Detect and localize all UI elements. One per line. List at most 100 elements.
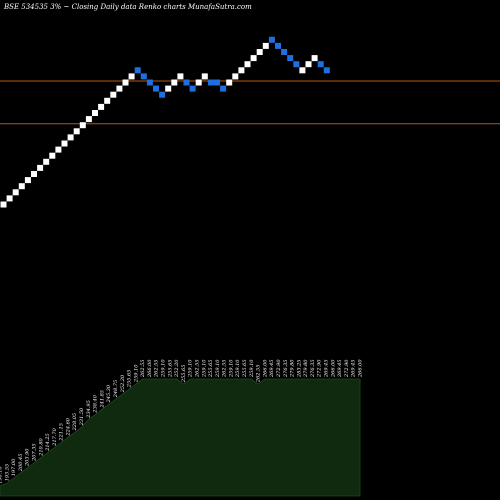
renko-brick-up — [92, 110, 98, 116]
renko-brick-up — [128, 73, 135, 80]
renko-brick-down — [220, 85, 227, 92]
renko-brick-down — [268, 36, 275, 43]
volume-label: 269.45 — [337, 360, 343, 379]
renko-brick-down — [153, 85, 159, 92]
volume-label: 221.15 — [59, 423, 65, 442]
renko-brick-down — [183, 79, 190, 86]
renko-brick-down — [317, 61, 324, 68]
volume-label: 259.10 — [133, 364, 139, 383]
renko-brick-down — [134, 67, 141, 74]
renko-brick-up — [61, 140, 68, 147]
volume-label: 228.05 — [72, 413, 78, 432]
renko-brick-up — [0, 201, 7, 208]
renko-brick-up — [110, 91, 117, 98]
renko-brick-up — [232, 73, 239, 80]
renko-brick-down — [287, 55, 294, 62]
renko-brick-down — [214, 79, 220, 86]
renko-brick-up — [67, 134, 74, 141]
renko-brick-up — [104, 97, 111, 104]
renko-brick-down — [323, 67, 330, 74]
volume-label: 259.10 — [235, 359, 241, 378]
volume-label: 252.20 — [120, 374, 126, 393]
volume-label: 272.90 — [344, 359, 350, 378]
renko-brick-up — [238, 67, 245, 74]
renko-brick-up — [256, 49, 263, 55]
volume-label: 217.70 — [52, 427, 58, 446]
volume-label: 262.55 — [140, 360, 146, 379]
volume-label: 262.55 — [154, 360, 160, 379]
renko-brick-up — [311, 55, 318, 62]
renko-brick-up — [250, 55, 257, 62]
volume-label: 241.85 — [99, 390, 105, 409]
renko-brick-down — [281, 49, 288, 55]
volume-label: 231.50 — [79, 407, 85, 426]
renko-brick-down — [159, 91, 166, 98]
renko-brick-up — [37, 164, 44, 171]
volume-label: 266.00 — [358, 359, 364, 378]
renko-brick-down — [189, 85, 196, 92]
volume-label: 276.35 — [310, 360, 316, 379]
renko-brick-up — [171, 79, 178, 86]
renko-bricks — [0, 36, 330, 208]
volume-label: 259.10 — [249, 359, 255, 378]
renko-brick-up — [31, 171, 37, 177]
volume-area-path — [0, 378, 361, 497]
renko-brick-down — [146, 79, 153, 86]
renko-brick-down — [293, 61, 300, 68]
volume-label: 272.90 — [317, 359, 323, 378]
volume-label: 279.80 — [303, 359, 309, 378]
renko-brick-up — [226, 79, 233, 86]
volume-label: 255.65 — [167, 360, 173, 379]
volume-label: 259.10 — [201, 359, 207, 378]
renko-brick-up — [98, 103, 105, 110]
volume-label: 283.25 — [296, 360, 302, 379]
volume-label: 255.65 — [242, 360, 248, 379]
volume-label: 259.10 — [215, 359, 221, 378]
volume-label: 193.55 — [4, 464, 10, 482]
renko-brick-down — [207, 79, 214, 86]
renko-brick-up — [79, 122, 86, 129]
volume-label: 238.40 — [93, 394, 99, 413]
renko-brick-up — [165, 85, 172, 92]
volume-label: 210.80 — [38, 437, 44, 456]
volume-label: 252.20 — [174, 359, 180, 378]
renko-brick-up — [6, 195, 13, 202]
volume-label: 245.30 — [106, 384, 112, 403]
renko-brick-up — [49, 152, 56, 159]
chart-title: BSE 534535 3% ~ Closing Daily data Renko… — [3, 3, 252, 11]
renko-brick-up — [262, 42, 269, 49]
volume-label: 248.75 — [113, 380, 119, 399]
renko-brick-up — [305, 61, 312, 68]
volume-label: 200.45 — [18, 454, 24, 473]
renko-brick-up — [116, 85, 123, 92]
volume-label: 214.25 — [45, 433, 51, 452]
renko-brick-up — [85, 116, 92, 123]
volume-label: 269.45 — [324, 360, 330, 379]
volume-label: 266.00 — [147, 359, 153, 378]
renko-brick-up — [24, 177, 31, 184]
renko-brick-down — [275, 42, 281, 49]
volume-label: 266.00 — [262, 359, 268, 378]
renko-brick-up — [12, 189, 19, 196]
renko-brick-down — [140, 73, 147, 80]
renko-brick-up — [201, 73, 208, 80]
volume-label: 203.90 — [25, 448, 31, 467]
volume-label: 279.80 — [290, 359, 296, 378]
volume-label: 262.55 — [195, 360, 201, 379]
volume-label: 259.10 — [228, 359, 234, 378]
renko-brick-up — [18, 183, 25, 190]
volume-label: 276.35 — [283, 360, 289, 379]
volume-label: 259.10 — [188, 359, 194, 378]
volume-label: 190.10 — [0, 465, 4, 483]
renko-brick-up — [177, 73, 184, 80]
volume-label: 197.00 — [11, 458, 17, 476]
volume-label: 255.65 — [181, 365, 187, 384]
volume-area — [0, 378, 361, 497]
volume-label: 272.90 — [276, 359, 282, 378]
volume-label: 266.00 — [330, 359, 336, 378]
volume-label: 269.45 — [351, 360, 357, 379]
renko-brick-up — [244, 61, 251, 68]
renko-brick-up — [43, 158, 50, 165]
volume-label: 255.65 — [208, 360, 214, 379]
